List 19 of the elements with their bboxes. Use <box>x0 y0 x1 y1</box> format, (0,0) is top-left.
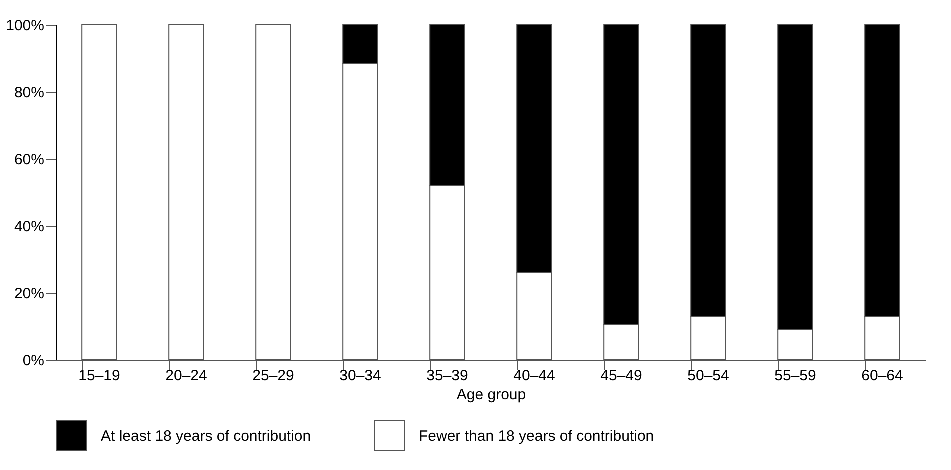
x-tick-label: 35–39 <box>426 368 468 384</box>
legend-label: At least 18 years of contribution <box>101 428 312 445</box>
x-tick-label: 45–49 <box>600 368 642 384</box>
x-tick-label: 25–29 <box>252 368 294 384</box>
legend-label: Fewer than 18 years of contribution <box>419 428 654 445</box>
y-tick-label: 40% <box>14 218 44 236</box>
y-tick-label: 100% <box>6 18 44 34</box>
y-tick-label: 60% <box>14 152 44 168</box>
y-tick-label: 20% <box>14 286 44 302</box>
y-tick-label: 80% <box>14 84 44 102</box>
x-tick-label: 60–64 <box>862 368 904 384</box>
x-axis-title: Age group <box>456 386 526 404</box>
y-tick-label: 0% <box>22 352 44 370</box>
x-tick-label: 50–54 <box>688 368 730 384</box>
x-tick-label: 55–59 <box>774 368 816 384</box>
x-tick-label: 20–24 <box>166 368 208 384</box>
x-tick-label: 15–19 <box>78 368 120 384</box>
x-tick-label: 40–44 <box>514 368 556 384</box>
x-tick-label: 30–34 <box>340 368 382 384</box>
